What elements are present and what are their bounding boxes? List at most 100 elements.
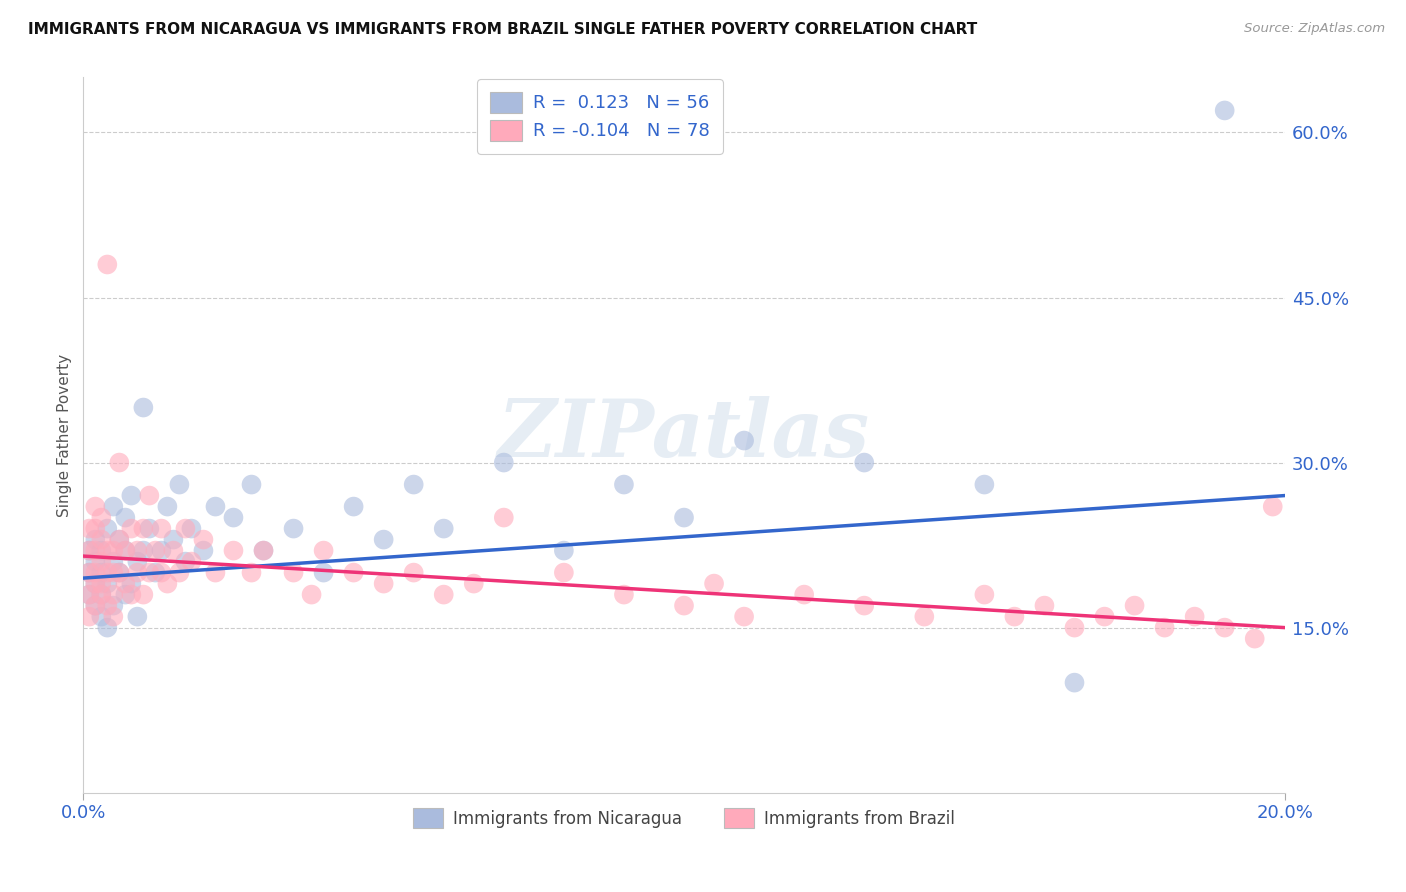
Point: [84, 599, 107, 613]
Point: [162, 543, 184, 558]
Point: [402, 477, 425, 491]
Point: [108, 456, 131, 470]
Point: [1033, 599, 1056, 613]
Point: [433, 522, 456, 536]
Point: [1123, 599, 1146, 613]
Point: [114, 588, 136, 602]
Point: [84, 566, 107, 580]
Point: [103, 543, 125, 558]
Point: [174, 522, 197, 536]
Point: [343, 566, 366, 580]
Point: [90, 543, 112, 558]
Point: [222, 510, 245, 524]
Point: [193, 533, 215, 547]
Point: [492, 510, 515, 524]
Point: [613, 477, 636, 491]
Point: [79, 543, 101, 558]
Point: [145, 566, 167, 580]
Point: [283, 522, 305, 536]
Point: [127, 609, 149, 624]
Point: [673, 599, 696, 613]
Point: [108, 533, 131, 547]
Point: [492, 456, 515, 470]
Point: [79, 566, 101, 580]
Point: [1261, 500, 1284, 514]
Point: [1213, 621, 1236, 635]
Point: [120, 588, 142, 602]
Point: [132, 401, 155, 415]
Point: [312, 566, 335, 580]
Point: [162, 533, 184, 547]
Text: Source: ZipAtlas.com: Source: ZipAtlas.com: [1244, 22, 1385, 36]
Point: [132, 588, 155, 602]
Text: ZIPatlas: ZIPatlas: [498, 396, 870, 474]
Point: [853, 599, 876, 613]
Point: [96, 576, 118, 591]
Point: [180, 522, 202, 536]
Point: [301, 588, 323, 602]
Point: [103, 609, 125, 624]
Point: [1063, 621, 1085, 635]
Point: [733, 609, 755, 624]
Point: [96, 258, 118, 272]
Point: [733, 434, 755, 448]
Point: [84, 533, 107, 547]
Point: [853, 456, 876, 470]
Point: [1184, 609, 1206, 624]
Point: [90, 533, 112, 547]
Point: [96, 566, 118, 580]
Legend: Immigrants from Nicaragua, Immigrants from Brazil: Immigrants from Nicaragua, Immigrants fr…: [406, 802, 962, 834]
Point: [84, 555, 107, 569]
Point: [90, 555, 112, 569]
Point: [1153, 621, 1175, 635]
Point: [127, 566, 149, 580]
Point: [79, 588, 101, 602]
Point: [108, 533, 131, 547]
Point: [120, 576, 142, 591]
Point: [84, 576, 107, 591]
Point: [402, 566, 425, 580]
Point: [108, 566, 131, 580]
Point: [180, 555, 202, 569]
Point: [1243, 632, 1265, 646]
Point: [1063, 675, 1085, 690]
Point: [103, 566, 125, 580]
Point: [127, 543, 149, 558]
Point: [553, 566, 575, 580]
Point: [240, 566, 263, 580]
Point: [84, 543, 107, 558]
Point: [174, 555, 197, 569]
Point: [433, 588, 456, 602]
Point: [103, 588, 125, 602]
Point: [84, 599, 107, 613]
Point: [79, 609, 101, 624]
Text: IMMIGRANTS FROM NICARAGUA VS IMMIGRANTS FROM BRAZIL SINGLE FATHER POVERTY CORREL: IMMIGRANTS FROM NICARAGUA VS IMMIGRANTS …: [28, 22, 977, 37]
Point: [84, 576, 107, 591]
Point: [103, 555, 125, 569]
Point: [150, 566, 173, 580]
Point: [793, 588, 815, 602]
Point: [114, 543, 136, 558]
Point: [96, 522, 118, 536]
Point: [90, 609, 112, 624]
Point: [120, 522, 142, 536]
Point: [673, 510, 696, 524]
Point: [252, 543, 274, 558]
Point: [553, 543, 575, 558]
Point: [96, 599, 118, 613]
Point: [114, 576, 136, 591]
Point: [204, 500, 226, 514]
Point: [96, 543, 118, 558]
Point: [132, 543, 155, 558]
Point: [204, 566, 226, 580]
Point: [120, 489, 142, 503]
Point: [1094, 609, 1116, 624]
Point: [912, 609, 935, 624]
Point: [343, 500, 366, 514]
Point: [138, 566, 160, 580]
Point: [373, 533, 395, 547]
Point: [252, 543, 274, 558]
Point: [1002, 609, 1025, 624]
Point: [613, 588, 636, 602]
Point: [138, 522, 160, 536]
